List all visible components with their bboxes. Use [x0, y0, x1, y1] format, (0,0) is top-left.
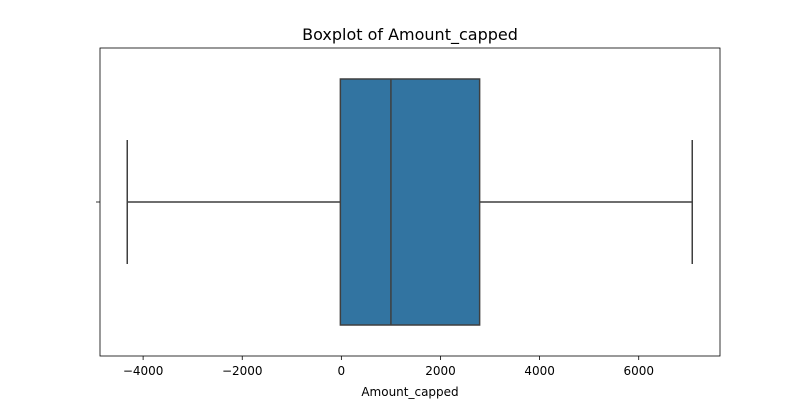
- x-tick-label: −4000: [123, 364, 164, 378]
- x-axis-label: Amount_capped: [361, 385, 458, 399]
- x-tick-label: −2000: [222, 364, 263, 378]
- plot-area: −4000 −2000 0 2000 4000 6000: [96, 47, 721, 378]
- x-tick-label: 0: [338, 364, 346, 378]
- x-axis-ticks: −4000 −2000 0 2000 4000 6000: [123, 356, 654, 378]
- x-tick-label: 2000: [425, 364, 456, 378]
- chart-title: Boxplot of Amount_capped: [302, 25, 518, 45]
- iqr-box: [339, 78, 481, 326]
- box-group: [126, 78, 693, 326]
- x-tick-label: 4000: [524, 364, 555, 378]
- x-tick-label: 6000: [623, 364, 654, 378]
